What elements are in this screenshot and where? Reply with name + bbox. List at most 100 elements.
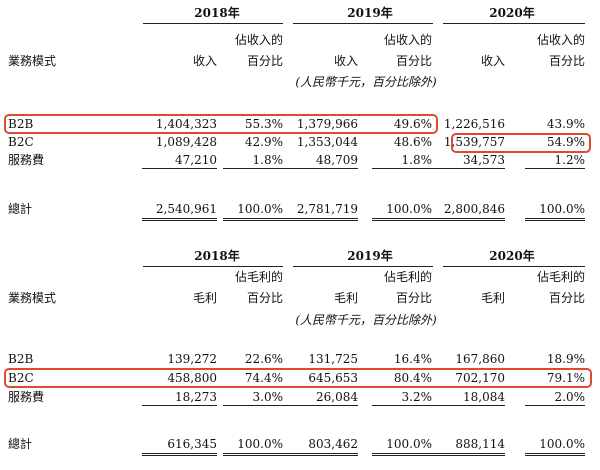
cell-value: 18,084 bbox=[463, 390, 505, 404]
cell-value: 1,226,516 bbox=[443, 117, 505, 131]
value-header: 收入 bbox=[480, 54, 505, 68]
pct-header: 百分比 bbox=[246, 54, 283, 68]
pct-header: 百分比 bbox=[395, 291, 432, 305]
cell-value: 1,379,966 bbox=[296, 117, 358, 131]
pct-header: 百分比 bbox=[246, 291, 283, 305]
unit-note: (人民幣千元，百分比除外) bbox=[295, 75, 437, 89]
year-header: 2019年 bbox=[347, 249, 393, 263]
cell-value: 139,272 bbox=[167, 352, 217, 366]
value-header: 收入 bbox=[333, 54, 358, 68]
cell-value: 1,539,757 bbox=[443, 135, 505, 149]
year-rule bbox=[293, 23, 433, 24]
subtotal-rule bbox=[283, 405, 358, 406]
total-percent: 100.0% bbox=[386, 437, 432, 451]
year-header: 2018年 bbox=[194, 249, 240, 263]
cell-percent: 3.0% bbox=[252, 390, 284, 404]
total-double-rule bbox=[283, 218, 358, 221]
total-double-rule bbox=[142, 218, 217, 221]
value-header: 毛利 bbox=[192, 291, 217, 305]
cell-percent: 43.9% bbox=[546, 117, 585, 131]
row-label: B2C bbox=[8, 371, 34, 385]
total-value: 888,114 bbox=[455, 437, 505, 451]
cell-percent: 1.2% bbox=[554, 153, 586, 167]
total-double-rule bbox=[430, 453, 505, 456]
value-header: 毛利 bbox=[333, 291, 358, 305]
total-double-rule bbox=[525, 453, 585, 456]
total-percent: 100.0% bbox=[237, 202, 283, 216]
cell-percent: 74.4% bbox=[244, 371, 283, 385]
row-header: 業務模式 bbox=[8, 54, 57, 68]
highlight-box-b2c-profit bbox=[4, 368, 592, 388]
pct-header: 佔毛利的 bbox=[234, 270, 283, 284]
subtotal-rule bbox=[223, 405, 283, 406]
subtotal-rule bbox=[430, 405, 505, 406]
cell-value: 1,404,323 bbox=[155, 117, 217, 131]
cell-value: 167,860 bbox=[455, 352, 505, 366]
pct-header: 佔毛利的 bbox=[383, 270, 432, 284]
row-header: 業務模式 bbox=[8, 291, 57, 305]
cell-percent: 18.9% bbox=[546, 352, 585, 366]
cell-value: 18,273 bbox=[175, 390, 217, 404]
year-rule bbox=[443, 266, 585, 267]
pct-header: 百分比 bbox=[395, 54, 432, 68]
cell-percent: 16.4% bbox=[393, 352, 432, 366]
cell-value: 131,725 bbox=[308, 352, 358, 366]
pct-header: 百分比 bbox=[548, 54, 585, 68]
year-header: 2020年 bbox=[489, 249, 535, 263]
cell-value: 48,709 bbox=[316, 153, 358, 167]
value-header: 收入 bbox=[192, 54, 217, 68]
subtotal-rule bbox=[372, 405, 432, 406]
cell-percent: 2.0% bbox=[554, 390, 586, 404]
cell-percent: 48.6% bbox=[393, 135, 432, 149]
subtotal-rule bbox=[525, 405, 585, 406]
cell-percent: 54.9% bbox=[546, 135, 585, 149]
total-value: 803,462 bbox=[308, 437, 358, 451]
total-label: 總計 bbox=[8, 437, 33, 451]
cell-percent: 55.3% bbox=[244, 117, 283, 131]
total-double-rule bbox=[525, 218, 585, 221]
cell-percent: 22.6% bbox=[244, 352, 283, 366]
value-header: 毛利 bbox=[480, 291, 505, 305]
row-label: 服務費 bbox=[8, 390, 45, 404]
cell-percent: 79.1% bbox=[546, 371, 585, 385]
total-double-rule bbox=[142, 453, 217, 456]
year-rule bbox=[293, 266, 433, 267]
total-value: 2,781,719 bbox=[296, 202, 358, 216]
subtotal-rule bbox=[283, 168, 358, 169]
cell-value: 1,353,044 bbox=[296, 135, 358, 149]
total-double-rule bbox=[372, 453, 432, 456]
cell-value: 47,210 bbox=[175, 153, 217, 167]
year-rule bbox=[143, 266, 283, 267]
highlight-box-b2b-2018-2019 bbox=[4, 114, 438, 134]
cell-percent: 1.8% bbox=[252, 153, 284, 167]
row-label: B2B bbox=[8, 352, 34, 366]
total-percent: 100.0% bbox=[539, 202, 585, 216]
total-percent: 100.0% bbox=[539, 437, 585, 451]
cell-value: 26,084 bbox=[316, 390, 358, 404]
total-label: 總計 bbox=[8, 202, 33, 216]
pct-header: 佔收入的 bbox=[383, 33, 432, 47]
cell-value: 1,089,428 bbox=[155, 135, 217, 149]
pct-header: 佔收入的 bbox=[234, 33, 283, 47]
cell-percent: 3.2% bbox=[401, 390, 433, 404]
subtotal-rule bbox=[525, 168, 585, 169]
cell-value: 34,573 bbox=[463, 153, 505, 167]
total-value: 616,345 bbox=[167, 437, 217, 451]
subtotal-rule bbox=[430, 168, 505, 169]
row-label: B2C bbox=[8, 135, 34, 149]
year-header: 2018年 bbox=[194, 6, 240, 20]
pct-header: 百分比 bbox=[548, 291, 585, 305]
subtotal-rule bbox=[223, 168, 283, 169]
cell-percent: 49.6% bbox=[393, 117, 432, 131]
pct-header: 佔收入的 bbox=[536, 33, 585, 47]
year-rule bbox=[143, 23, 283, 24]
unit-note: (人民幣千元，百分比除外) bbox=[295, 313, 437, 327]
total-double-rule bbox=[430, 218, 505, 221]
total-value: 2,540,961 bbox=[155, 202, 217, 216]
year-rule bbox=[443, 23, 585, 24]
cell-value: 645,653 bbox=[308, 371, 358, 385]
cell-value: 702,170 bbox=[455, 371, 505, 385]
row-label: B2B bbox=[8, 117, 34, 131]
year-header: 2019年 bbox=[347, 6, 393, 20]
